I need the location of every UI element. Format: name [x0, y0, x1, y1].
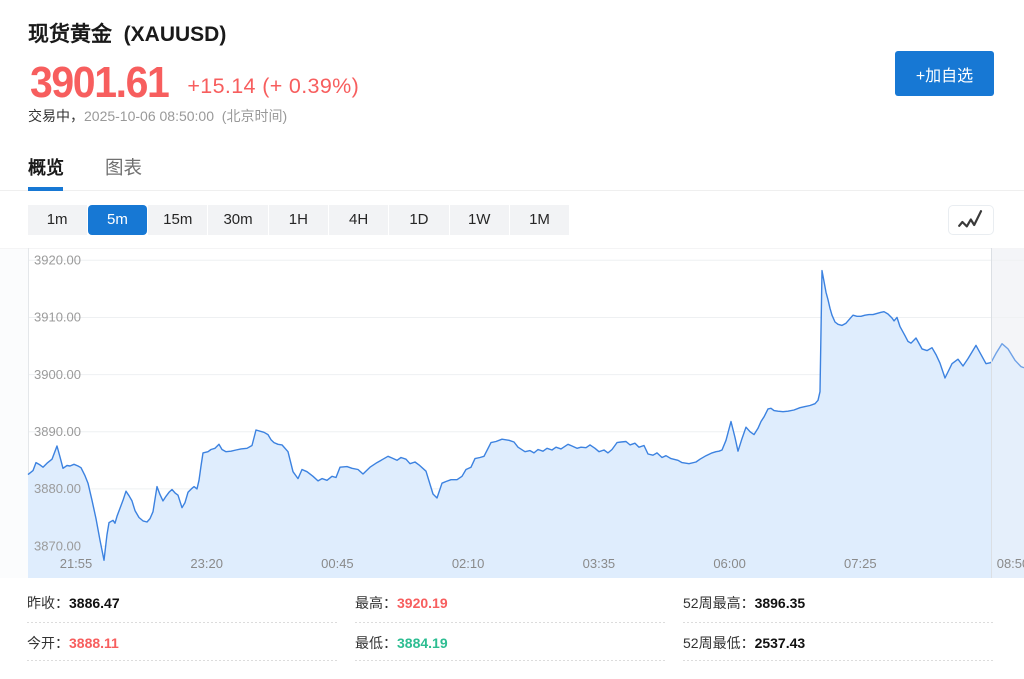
svg-text:08:50: 08:50: [997, 556, 1024, 571]
svg-text:07:25: 07:25: [844, 556, 877, 571]
svg-text:3920.00: 3920.00: [34, 253, 81, 268]
svg-text:00:45: 00:45: [321, 556, 354, 571]
svg-text:3900.00: 3900.00: [34, 367, 81, 382]
svg-text:06:00: 06:00: [713, 556, 746, 571]
svg-text:3870.00: 3870.00: [34, 538, 81, 553]
svg-text:02:10: 02:10: [452, 556, 485, 571]
svg-text:21:55: 21:55: [60, 556, 93, 571]
svg-text:3890.00: 3890.00: [34, 424, 81, 439]
svg-text:3910.00: 3910.00: [34, 310, 81, 325]
svg-text:3880.00: 3880.00: [34, 481, 81, 496]
svg-text:03:35: 03:35: [583, 556, 616, 571]
svg-text:23:20: 23:20: [190, 556, 223, 571]
